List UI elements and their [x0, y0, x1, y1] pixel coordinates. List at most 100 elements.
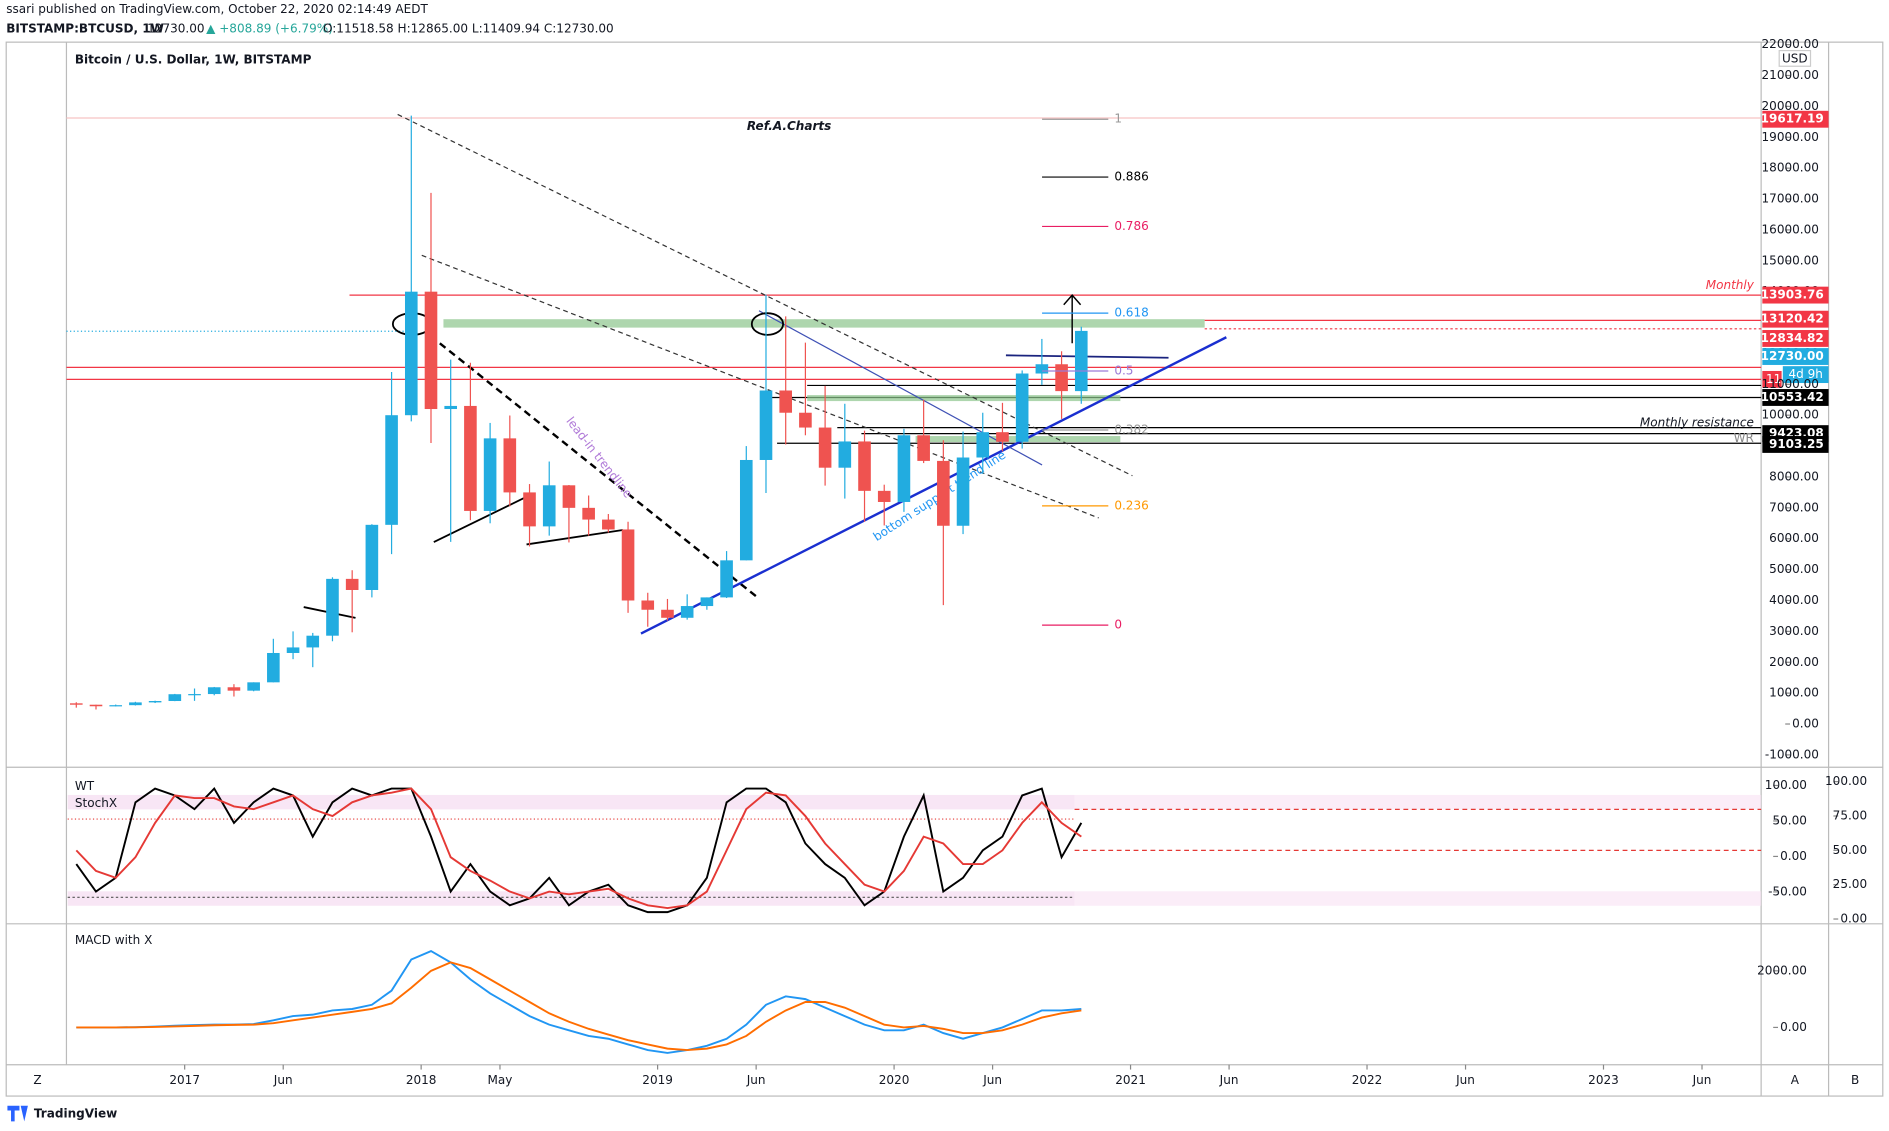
price-label-box	[1762, 110, 1829, 128]
pane-title: WT	[75, 779, 95, 793]
candle-body	[523, 492, 536, 527]
candle-body	[542, 485, 556, 527]
candle-body	[937, 460, 950, 526]
y-tick-label: 25.00	[1833, 877, 1867, 891]
candle-body	[700, 597, 714, 607]
fib-label: 0.236	[1114, 498, 1148, 512]
candle-body	[661, 609, 674, 618]
price-label: 13120.42	[1761, 312, 1824, 326]
currency-box	[1778, 49, 1812, 67]
candle-body	[503, 438, 517, 493]
annotation: WR	[1734, 431, 1755, 445]
candle-body	[69, 703, 83, 705]
indicator-line	[75, 787, 1082, 910]
x-tick-label: Jun	[273, 1073, 293, 1087]
candle-body	[267, 652, 280, 683]
y-tick-label: 20000.00	[1762, 99, 1819, 113]
y-tick-label: 17000.00	[1762, 192, 1819, 206]
y-tick-label: 6000.00	[1769, 531, 1819, 545]
candle-body	[365, 524, 379, 590]
button[interactable]: Z	[33, 1073, 41, 1087]
countdown-box	[1782, 366, 1829, 384]
price-label: 13903.76	[1761, 288, 1824, 302]
indicator-line	[76, 961, 1082, 1052]
y-tick-label: 15000.00	[1762, 253, 1819, 267]
y-tick-label: 2000.00	[1769, 655, 1819, 669]
price-label: 19617.19	[1761, 112, 1824, 126]
x-tick-label: Jun	[1219, 1073, 1239, 1087]
x-tick-label: Jun	[746, 1073, 766, 1087]
candle-body	[345, 578, 359, 590]
candle-body	[562, 485, 576, 508]
x-tick-label: 2019	[642, 1073, 673, 1087]
fib-label: 0.618	[1114, 306, 1148, 320]
candle-body	[976, 432, 990, 458]
x-tick-label: 2017	[169, 1073, 200, 1087]
chart-title: Bitcoin / U.S. Dollar, 1W, BITSTAMP	[75, 53, 312, 67]
indicator-line	[75, 786, 1083, 914]
frames	[5, 41, 1884, 1097]
y-tick-label: 0.00	[1792, 717, 1819, 731]
button[interactable]: A	[1791, 1073, 1800, 1087]
x-tick-label: Jun	[1692, 1073, 1712, 1087]
candle-body	[129, 702, 142, 706]
price-label-box	[1762, 436, 1829, 453]
y-tick-label: 75.00	[1833, 808, 1867, 822]
candle-body	[247, 682, 260, 691]
price-label-box	[1762, 389, 1829, 406]
candle-body	[385, 415, 398, 525]
y-tick-label: -1000.00	[1765, 747, 1819, 761]
y-tick-label: 100.00	[1765, 778, 1807, 792]
candle-body	[641, 600, 655, 610]
y-tick-label: 21000.00	[1762, 68, 1819, 82]
candle-body	[996, 432, 1009, 442]
candle-body	[306, 635, 320, 648]
annotation: Monthly resistance	[1640, 415, 1754, 429]
x-tick-label: 2021	[1115, 1073, 1146, 1087]
y-tick-label: 22000.00	[1762, 37, 1819, 51]
y-tick-label: 18000.00	[1762, 161, 1819, 175]
y-tick-label: 7000.00	[1769, 500, 1819, 514]
y-tick-label: 0.00	[1780, 1020, 1807, 1034]
candle-body	[739, 459, 753, 561]
fib-label: 0.786	[1114, 219, 1148, 233]
candle-body	[858, 441, 871, 491]
candle-body	[168, 694, 182, 702]
price-label: 12834.82	[1761, 331, 1824, 345]
candle-body	[326, 578, 339, 636]
candle-body	[877, 490, 891, 502]
candle-body	[582, 507, 595, 520]
candle-body	[917, 435, 930, 461]
y-tick-label: 3000.00	[1769, 624, 1819, 638]
button[interactable]: B	[1851, 1073, 1859, 1087]
candle-body	[207, 687, 221, 695]
fib-label: 0	[1114, 618, 1122, 632]
candle-body	[1074, 330, 1088, 392]
y-tick-label: -50.00	[1768, 884, 1807, 898]
y-tick-label: 0.00	[1780, 849, 1807, 863]
y-tick-label: 19000.00	[1762, 130, 1819, 144]
x-tick-label: Jun	[982, 1073, 1002, 1087]
y-tick-label: 1000.00	[1769, 686, 1819, 700]
candle-body	[89, 704, 103, 707]
y-tick-label: 16000.00	[1762, 222, 1819, 236]
publisher: ssari published on TradingView.com, Octo…	[6, 2, 428, 16]
candle-body	[109, 705, 123, 707]
pane-title: MACD with X	[75, 933, 152, 947]
fib-label: 0.382	[1114, 422, 1148, 436]
price-label: 11	[1766, 372, 1781, 386]
candle-body	[1035, 364, 1049, 374]
ohlc: O:11518.58 H:12865.00 L:11409.94 C:12730…	[323, 21, 614, 35]
logo	[7, 1105, 28, 1122]
candle-body	[1055, 364, 1068, 392]
x-tick-label: 2023	[1588, 1073, 1619, 1087]
y-tick-label: 11000.00	[1762, 377, 1819, 391]
brand: TradingView	[34, 1107, 117, 1121]
candle-body	[148, 701, 162, 703]
x-tick-label: 2020	[879, 1073, 910, 1087]
candle-body	[188, 694, 201, 696]
y-tick-label: 8000.00	[1769, 469, 1819, 483]
last-price: 12730.00	[147, 21, 204, 35]
candle-body	[838, 441, 852, 468]
